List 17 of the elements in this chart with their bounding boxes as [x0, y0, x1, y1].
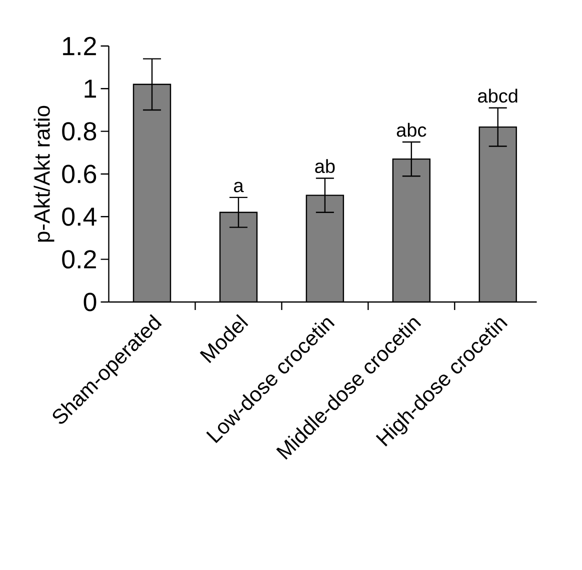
annotation: ab — [315, 159, 335, 174]
y-tick-label: 1.2 — [63, 36, 96, 56]
y-tick-label: 0.8 — [62, 122, 96, 141]
annotation: abcd — [478, 88, 518, 103]
y-tick-label: 0 — [84, 292, 96, 312]
y-axis-title: p-Akt/Akt ratio — [34, 106, 54, 242]
bar — [306, 195, 344, 302]
y-tick-label: 1 — [84, 80, 96, 98]
y-tick-label: 0.4 — [62, 207, 96, 226]
bar — [134, 84, 170, 302]
annotation: a — [234, 182, 244, 192]
bar — [392, 159, 430, 302]
y-tick-label: 0.6 — [62, 164, 96, 184]
bar — [478, 126, 517, 302]
annotation: abc — [396, 122, 426, 137]
bar — [220, 212, 257, 302]
y-tick-label: 0.2 — [62, 250, 96, 269]
